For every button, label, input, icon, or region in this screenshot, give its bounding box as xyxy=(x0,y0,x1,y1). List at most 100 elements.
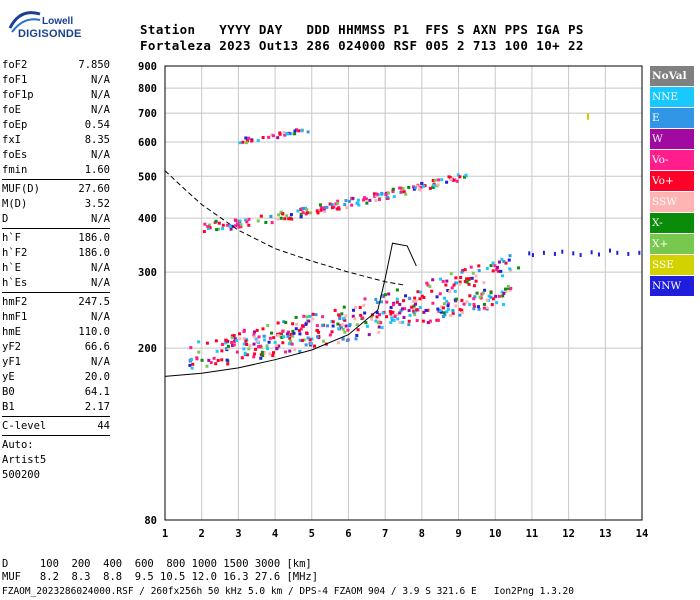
polarization-legend: NoVal NNE E W Vo- Vo+ SSW X- X+ SSE NNW xyxy=(650,66,694,297)
x-tick-label: 2 xyxy=(199,528,205,540)
param-divider xyxy=(2,292,110,293)
echo-point xyxy=(245,353,249,357)
echo-point xyxy=(390,318,394,322)
logo-text-lowell: Lowell xyxy=(42,16,74,27)
echo-point xyxy=(328,202,332,206)
echo-point xyxy=(375,300,379,304)
echo-point xyxy=(288,336,292,340)
echo-point xyxy=(424,308,428,312)
echo-point xyxy=(426,308,430,312)
echo-point xyxy=(215,349,219,353)
echo-point xyxy=(436,318,440,322)
param-value: 186.0 xyxy=(78,247,110,259)
echo-point xyxy=(252,342,256,346)
x-tick-label: 3 xyxy=(235,528,241,540)
y-tick-label: 300 xyxy=(138,267,157,279)
echo-point xyxy=(335,207,339,211)
echo-point xyxy=(445,299,449,303)
echo-point xyxy=(209,361,213,365)
echo-point xyxy=(230,224,234,228)
echo-point xyxy=(374,319,378,323)
echo-point xyxy=(447,175,451,179)
x-tick-label: 6 xyxy=(345,528,351,540)
header-labels: Station YYYY DAY DDD HHMMSS P1 FFS S AXN… xyxy=(140,22,584,37)
echo-point xyxy=(451,309,455,313)
echo-point xyxy=(497,294,501,298)
param-label: fmin xyxy=(2,164,28,176)
param-label: yE xyxy=(2,371,15,383)
echo-point xyxy=(294,327,298,331)
echo-point xyxy=(458,282,462,286)
autoscaling-info: Artist5 xyxy=(2,454,47,466)
echo-point xyxy=(301,324,305,328)
echo-point xyxy=(586,115,589,120)
file-info-footer: FZAOM_2023286024000.RSF / 260fx256h 50 k… xyxy=(2,586,574,597)
param-value: 1.60 xyxy=(84,164,110,176)
param-label: D xyxy=(2,213,9,225)
echo-point xyxy=(426,283,430,287)
echo-point xyxy=(485,298,489,302)
digisonde-logo: Lowell DIGISONDE xyxy=(6,6,81,42)
echo-point xyxy=(491,297,495,301)
param-label: foE xyxy=(2,104,21,116)
legend-item: W xyxy=(650,129,694,150)
echo-point xyxy=(344,199,348,203)
echo-point xyxy=(233,337,237,341)
echo-point xyxy=(315,209,319,213)
echo-point xyxy=(499,269,503,273)
echo-point xyxy=(412,310,416,314)
echo-point xyxy=(477,269,481,273)
echo-point xyxy=(289,339,293,343)
echo-point xyxy=(528,251,531,256)
distance-row: D 100 200 400 600 800 1000 1500 3000 [km… xyxy=(2,558,312,570)
echo-point xyxy=(443,313,447,317)
echo-point xyxy=(446,304,450,308)
echo-point xyxy=(345,339,349,343)
echo-point xyxy=(314,313,318,317)
echo-point xyxy=(441,315,445,319)
param-divider xyxy=(2,228,110,229)
echo-point xyxy=(205,341,209,345)
echo-point xyxy=(464,173,468,177)
echo-point xyxy=(232,343,236,347)
echo-point xyxy=(238,337,242,341)
echo-point xyxy=(389,305,393,309)
echo-point xyxy=(283,217,287,221)
echo-point xyxy=(435,295,439,299)
param-value: N/A xyxy=(91,74,110,86)
echo-point xyxy=(391,310,395,314)
echo-point xyxy=(244,136,248,140)
echo-point xyxy=(306,130,310,134)
param-label: foF2 xyxy=(2,59,28,71)
echo-point xyxy=(477,307,481,311)
echo-point xyxy=(248,344,252,348)
echo-point xyxy=(280,336,284,340)
echo-point xyxy=(616,250,619,255)
echo-point xyxy=(305,208,309,212)
echo-point xyxy=(221,343,225,347)
echo-point xyxy=(438,292,442,296)
echo-point xyxy=(341,327,345,331)
param-row: B1 2.17 xyxy=(2,400,110,415)
echo-point xyxy=(224,341,228,345)
echo-point xyxy=(380,191,384,195)
echo-point xyxy=(437,178,441,182)
echo-point xyxy=(379,321,383,325)
echo-point xyxy=(410,305,414,309)
echo-point xyxy=(398,321,402,325)
param-row: C-level 44 xyxy=(2,419,110,434)
echo-point xyxy=(300,339,304,343)
echo-point xyxy=(291,329,295,333)
param-value: N/A xyxy=(91,356,110,368)
echo-point xyxy=(358,305,362,309)
echo-point xyxy=(452,283,456,287)
echo-point xyxy=(256,139,260,143)
echo-point xyxy=(272,336,276,340)
param-row: yF2 66.6 xyxy=(2,340,110,355)
echo-point xyxy=(356,198,360,202)
echo-point xyxy=(281,329,285,333)
echo-point xyxy=(338,323,342,327)
legend-item: SSW xyxy=(650,192,694,213)
echo-point xyxy=(206,227,210,231)
echo-point xyxy=(362,303,366,307)
